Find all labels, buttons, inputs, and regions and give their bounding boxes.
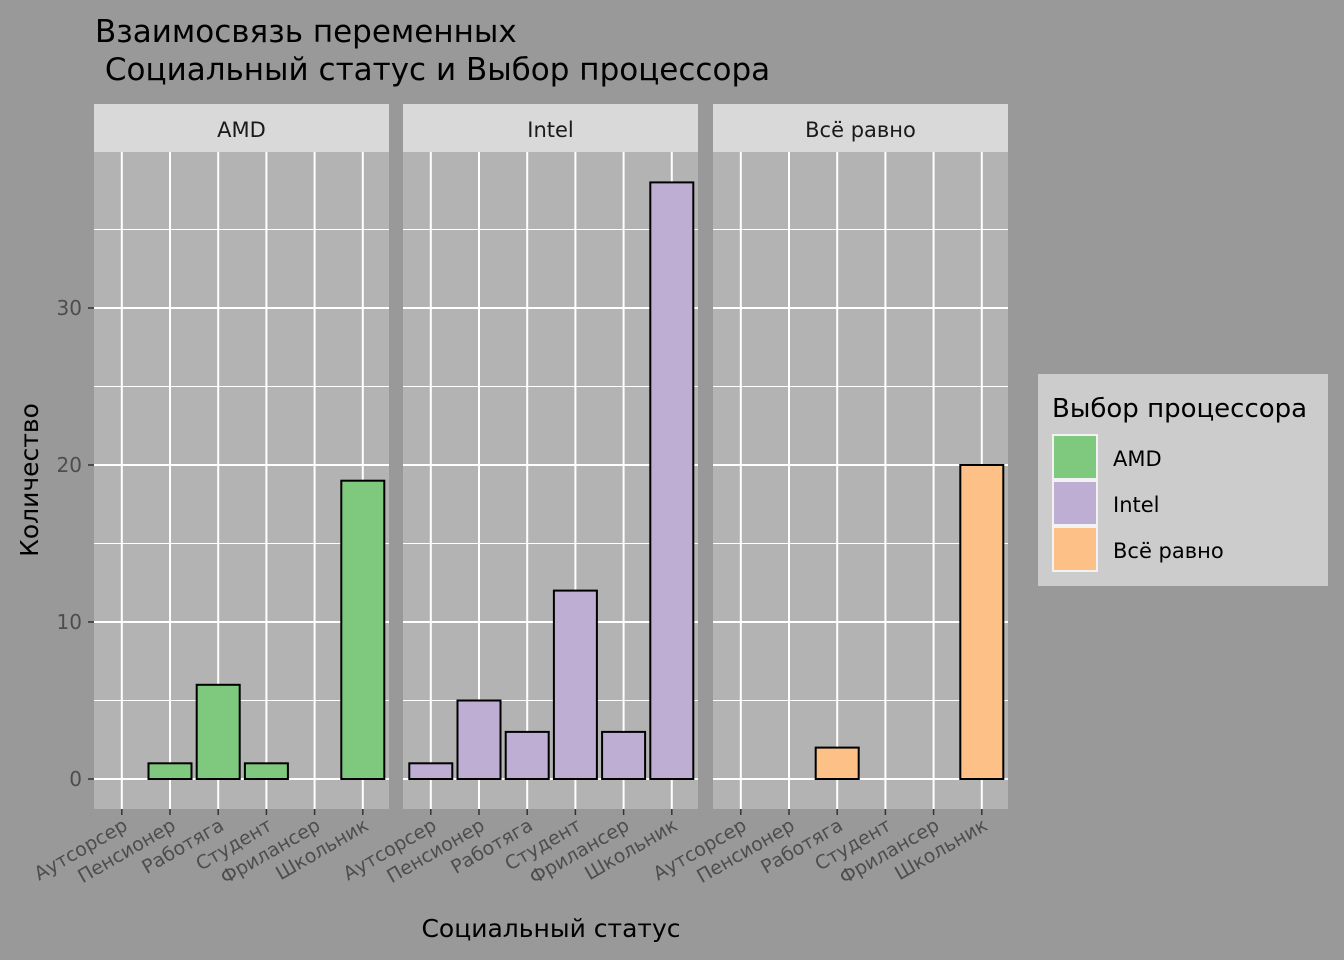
legend-label: AMD <box>1113 447 1162 471</box>
facet-strip <box>713 104 1008 152</box>
facet-strip-label: AMD <box>217 118 266 142</box>
legend-swatch-AMD <box>1054 436 1096 478</box>
bar-Intel-Аутсорсер <box>408 762 454 780</box>
bar-Всё равно-Школьник <box>959 464 1005 780</box>
facet-panel-1: Intel <box>403 104 698 809</box>
legend: Выбор процессора AMD Intel Всё равно <box>1038 374 1328 586</box>
y-tick-label: 30 <box>57 296 82 320</box>
facet-panel-2: Всё равно <box>713 104 1008 809</box>
bar-Intel-Фрилансер <box>601 730 647 781</box>
panel-background <box>713 152 1008 809</box>
legend-swatch-Всё равно <box>1054 528 1096 570</box>
legend-label: Всё равно <box>1113 539 1224 563</box>
chart-title-line1: Взаимосвязь переменных <box>95 14 517 50</box>
bar-AMD-Школьник <box>340 479 386 780</box>
bar-Intel-Работяга <box>504 730 550 781</box>
facet-strip <box>94 104 389 152</box>
y-tick-label: 10 <box>57 610 82 634</box>
x-axis-title: Социальный статус <box>421 914 680 943</box>
panel-background <box>94 152 389 809</box>
legend-label: Intel <box>1113 493 1160 517</box>
bar-Intel-Студент <box>552 589 598 780</box>
bar-AMD-Пенсионер <box>147 762 193 780</box>
bar-AMD-Работяга <box>195 683 241 780</box>
panel-background <box>403 152 698 809</box>
y-tick-label: 0 <box>69 767 82 791</box>
facet-strip <box>403 104 698 152</box>
facet-strip-label: Intel <box>527 118 574 142</box>
bar-Intel-Пенсионер <box>456 699 502 780</box>
y-axis-title: Количество <box>15 403 44 557</box>
bar-Всё равно-Работяга <box>814 746 860 780</box>
bar-Intel-Школьник <box>649 181 695 780</box>
facet-panel-0: AMD <box>94 104 389 809</box>
legend-swatch-Intel <box>1054 482 1096 524</box>
bar-AMD-Студент <box>243 762 289 780</box>
legend-title: Выбор процессора <box>1052 394 1307 424</box>
facet-strip-label: Всё равно <box>805 118 916 142</box>
y-tick-label: 20 <box>57 453 82 477</box>
chart-title-line2: Социальный статус и Выбор процессора <box>95 52 770 88</box>
